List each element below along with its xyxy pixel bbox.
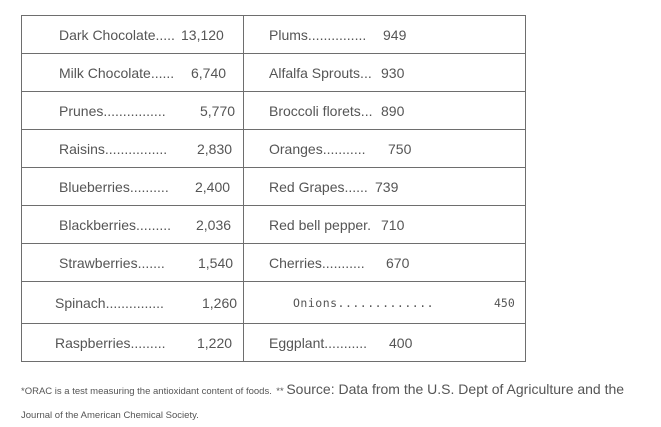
footnote-journal: Journal of the American Chemical Society…: [21, 410, 199, 421]
right-cell: Broccoli florets... 890: [243, 91, 526, 130]
table-row: Prunes................ 5,770 Broccoli flor…: [21, 91, 526, 130]
food-name: Red bell pepper.: [269, 216, 371, 233]
orac-value: 710: [381, 216, 405, 233]
orac-value: 670: [386, 254, 410, 271]
food-name: Cherries...........: [269, 254, 365, 271]
table-row: Blueberries.......... 2,400 Red Grapes....…: [21, 167, 526, 206]
right-cell: Onions............. 450: [243, 281, 526, 324]
food-name: Plums...............: [269, 26, 367, 43]
orac-value: 400: [389, 334, 413, 351]
right-cell: Plums............... 949: [243, 15, 526, 54]
orac-value: 1,260: [202, 294, 238, 311]
orac-value: 1,220: [197, 334, 233, 351]
left-cell: Raspberries......... 1,220: [21, 323, 244, 362]
orac-value: 930: [381, 64, 405, 81]
orac-value: 2,400: [195, 178, 231, 195]
table-row: Strawberries....... 1,540 Cherries........…: [21, 243, 526, 282]
right-cell: Red Grapes...... 739: [243, 167, 526, 206]
orac-value: 890: [381, 102, 405, 119]
orac-values-table: Dark Chocolate..... 13,120 Plums..........…: [21, 15, 526, 362]
food-name: Red Grapes......: [269, 178, 368, 195]
orac-value: 2,830: [197, 140, 233, 157]
orac-value: 13,120: [181, 26, 224, 43]
footnote: *ORAC is a test measuring the antioxidan…: [21, 378, 653, 427]
left-cell: Strawberries....... 1,540: [21, 243, 244, 282]
table-row: Milk Chocolate...... 6,740 Alfalfa Sprouts…: [21, 53, 526, 92]
food-name: Onions.............: [293, 295, 435, 310]
left-cell: Raisins................ 2,830: [21, 129, 244, 168]
table-row: Dark Chocolate..... 13,120 Plums..........…: [21, 15, 526, 54]
left-cell: Blackberries......... 2,036: [21, 205, 244, 244]
footnote-source-marker: **: [276, 386, 287, 397]
food-name: Dark Chocolate.....: [59, 26, 175, 43]
food-name: Blackberries.........: [59, 216, 172, 233]
food-name: Prunes................: [59, 102, 166, 119]
food-name: Milk Chocolate......: [59, 64, 175, 81]
table-row: Raisins................ 2,830 Oranges.....…: [21, 129, 526, 168]
food-name: Alfalfa Sprouts...: [269, 64, 372, 81]
food-name: Spinach...............: [55, 294, 164, 311]
footnote-source: Source: Data from the U.S. Dept of Agric…: [286, 381, 625, 397]
orac-value: 450: [494, 295, 515, 310]
left-cell: Dark Chocolate..... 13,120: [21, 15, 244, 54]
left-cell: Milk Chocolate...... 6,740: [21, 53, 244, 92]
right-cell: Eggplant........... 400: [243, 323, 526, 362]
right-cell: Cherries........... 670: [243, 243, 526, 282]
left-cell: Spinach............... 1,260: [21, 281, 244, 324]
left-cell: Prunes................ 5,770: [21, 91, 244, 130]
table-body: Dark Chocolate..... 13,120 Plums..........…: [21, 15, 526, 362]
orac-value: 750: [388, 140, 412, 157]
orac-value: 1,540: [198, 254, 234, 271]
right-cell: Alfalfa Sprouts... 930: [243, 53, 526, 92]
footnote-orac-definition: *ORAC is a test measuring the antioxidan…: [21, 386, 272, 397]
food-name: Strawberries.......: [59, 254, 165, 271]
orac-value: 739: [375, 178, 399, 195]
food-name: Raisins................: [59, 140, 168, 157]
table-row: Blackberries......... 2,036 Red bell peppe…: [21, 205, 526, 244]
food-name: Oranges...........: [269, 140, 366, 157]
food-name: Eggplant...........: [269, 334, 368, 351]
right-cell: Oranges........... 750: [243, 129, 526, 168]
orac-value: 949: [383, 26, 407, 43]
orac-value: 6,740: [191, 64, 227, 81]
table-row: Raspberries......... 1,220 Eggplant.......…: [21, 323, 526, 362]
food-name: Broccoli florets...: [269, 102, 373, 119]
food-name: Blueberries..........: [59, 178, 169, 195]
right-cell: Red bell pepper. 710: [243, 205, 526, 244]
orac-value: 5,770: [200, 102, 236, 119]
left-cell: Blueberries.......... 2,400: [21, 167, 244, 206]
table-row: Spinach............... 1,260 Onions.......…: [21, 281, 526, 324]
orac-value: 2,036: [196, 216, 232, 233]
food-name: Raspberries.........: [55, 334, 166, 351]
